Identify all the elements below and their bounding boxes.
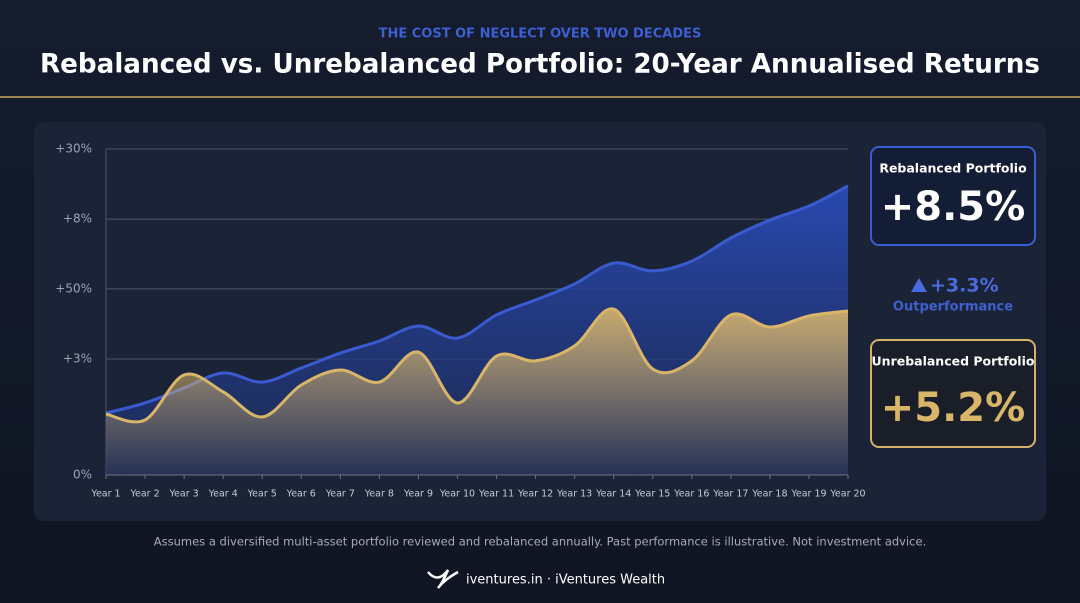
footnote: Assumes a diversified multi-asset portfo… — [154, 535, 926, 549]
x-tick-label: Year 16 — [673, 489, 709, 500]
kicker: THE COST OF NEGLECT OVER TWO DECADES — [379, 27, 702, 42]
x-tick-label: Year 5 — [247, 489, 277, 500]
unrebalanced-card — [870, 339, 1036, 448]
series-line — [105, 307, 849, 424]
x-tick-label: Year 7 — [325, 489, 355, 500]
x-tick-label: Year 18 — [751, 489, 787, 500]
rebalanced-card — [870, 146, 1036, 246]
y-tick-label: +8% — [63, 212, 92, 226]
x-tick-label: Year 15 — [634, 489, 670, 500]
y-tick-label: 0% — [73, 468, 92, 482]
x-tick-label: Year 2 — [129, 489, 159, 500]
y-tick-label: +3% — [63, 351, 92, 365]
card-value: +8.5% — [881, 184, 1025, 230]
x-tick-label: Year 17 — [712, 489, 748, 500]
x-tick-label: Year 14 — [595, 489, 631, 500]
series-line — [105, 184, 849, 415]
x-tick-label: Year 20 — [829, 489, 865, 500]
x-tick-label: Year 4 — [208, 489, 238, 500]
x-tick-label: Year 12 — [517, 489, 553, 500]
x-tick-label: Year 13 — [556, 489, 592, 500]
up-arrow — [911, 278, 927, 292]
x-tick-label: Year 9 — [403, 489, 433, 500]
plot: 0% +3% +50% +8% +30% Year 1 Year 2 Year 3 Year 4… — [55, 142, 865, 500]
y-tick-label: +30% — [55, 142, 92, 156]
x-tick-label: Year 19 — [790, 489, 826, 500]
area-fill — [106, 308, 848, 475]
x-tick-label: Year 10 — [439, 489, 475, 500]
x-tick-label: Year 1 — [90, 489, 120, 500]
logo — [427, 569, 459, 589]
y-tick-label: +50% — [55, 281, 92, 295]
x-tick-label: Year 6 — [286, 489, 316, 500]
card-title: Rebalanced Portfolio — [879, 161, 1027, 176]
title: Rebalanced vs. Unrebalanced Portfolio: 2… — [40, 49, 1040, 80]
difference-label: Outperformance — [893, 300, 1013, 315]
card-title: Unrebalanced Portfolio — [872, 354, 1035, 369]
brand: iventures.in · iVentures Wealth — [466, 573, 665, 588]
difference: +3.3% — [930, 275, 999, 297]
card-value: +5.2% — [881, 385, 1025, 431]
x-tick-label: Year 11 — [478, 489, 514, 500]
x-tick-label: Year 8 — [364, 489, 394, 500]
x-tick-label: Year 3 — [169, 489, 199, 500]
